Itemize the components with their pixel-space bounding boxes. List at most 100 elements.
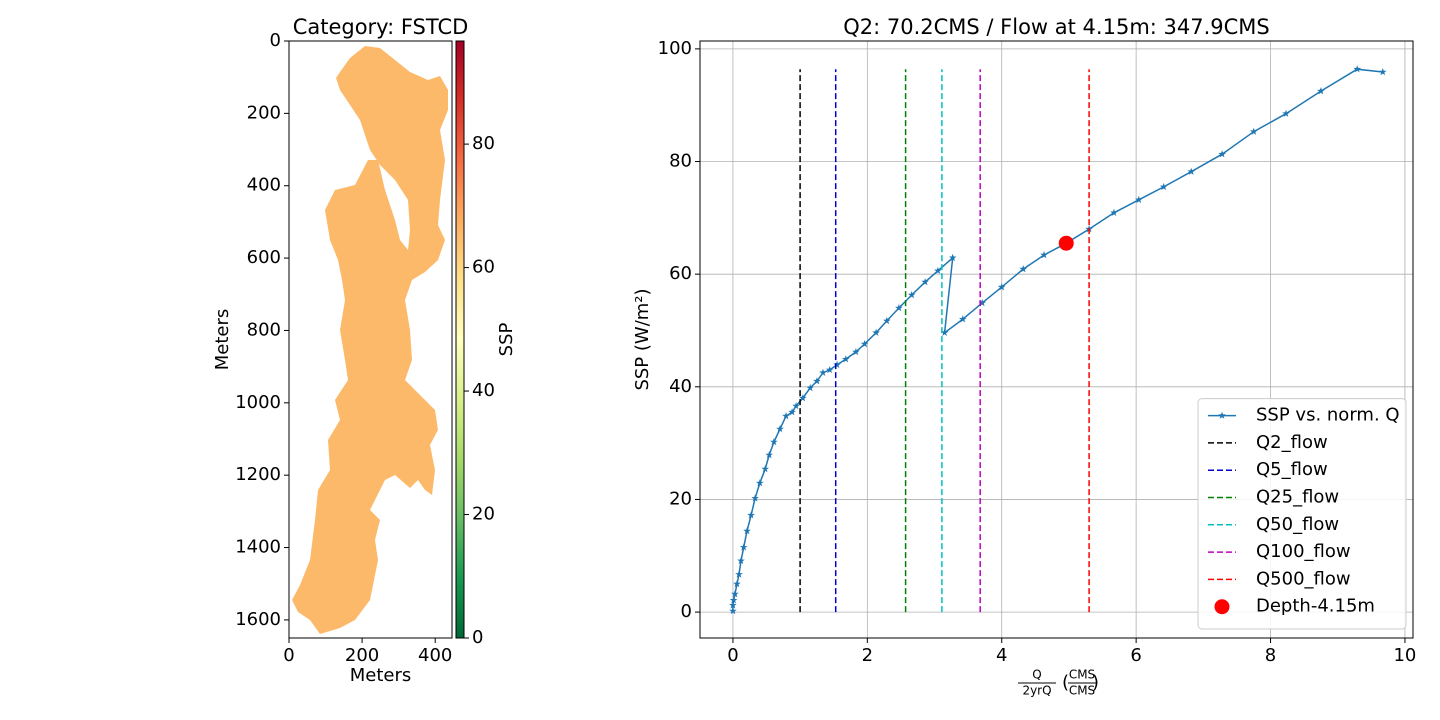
marker (1135, 195, 1143, 204)
marker (806, 383, 814, 392)
marker (1019, 265, 1027, 273)
marker (860, 340, 869, 348)
legend-box (1197, 398, 1407, 630)
x-label-numerator: Q (1032, 668, 1041, 682)
y-axis-label: Meters (212, 309, 233, 371)
marker (833, 360, 841, 369)
marker (842, 355, 850, 363)
x-label-unit-denominator: CMS (1069, 684, 1095, 698)
marker (792, 402, 800, 410)
legend-label: Q50_flow (1256, 514, 1339, 535)
x-tick-label: 4 (996, 645, 1007, 666)
legend-label: Q5_flow (1256, 459, 1328, 480)
y-tick-label: 1400 (235, 537, 281, 558)
marker (756, 479, 764, 487)
chart-title: Category: FSTCD (293, 15, 469, 39)
marker (1187, 167, 1195, 175)
marker (813, 377, 821, 385)
colorbar-tick-label: 0 (472, 627, 483, 648)
x-label-denominator: 2yrQ (1022, 684, 1051, 698)
marker (997, 283, 1006, 291)
point (1058, 235, 1074, 251)
legend-label: Depth-4.15m (1256, 596, 1375, 617)
marker (1282, 109, 1290, 117)
marker (788, 408, 796, 416)
marker (765, 451, 773, 459)
marker (895, 304, 903, 312)
x-tick-label: 2 (862, 645, 873, 666)
marker (1379, 68, 1387, 76)
marker (978, 298, 986, 307)
marker (799, 394, 807, 402)
marker (770, 438, 778, 446)
marker (743, 527, 751, 535)
x-tick-label: 0 (727, 645, 738, 666)
y-tick-label: 1200 (235, 464, 281, 485)
marker (852, 347, 860, 356)
legend-swatch (1214, 599, 1230, 615)
legend-label: Q500_flow (1256, 568, 1351, 589)
axes-frame (288, 40, 453, 639)
y-tick-label: 0 (681, 601, 692, 622)
marker (776, 425, 784, 433)
y-tick-label: 800 (247, 319, 281, 340)
marker (948, 253, 957, 262)
marker (872, 328, 880, 336)
y-tick-label: 40 (669, 376, 692, 397)
colorbar (455, 40, 465, 639)
legend-label: SSP vs. norm. Q (1256, 405, 1400, 426)
marker (761, 465, 769, 473)
marker (1317, 87, 1325, 95)
marker (907, 291, 916, 299)
y-tick-label: 80 (669, 151, 692, 172)
legend-label: Q100_flow (1256, 541, 1351, 562)
y-tick-label: 400 (247, 175, 281, 196)
y-tick-label: 200 (247, 102, 281, 123)
marker (739, 543, 748, 551)
marker (729, 596, 738, 604)
y-tick-label: 1600 (235, 609, 281, 630)
paren: ( (1062, 672, 1069, 693)
marker (735, 570, 743, 578)
marker (1110, 208, 1118, 216)
x-tick-label: 0 (283, 645, 294, 666)
colorbar-tick-label: 20 (472, 504, 495, 525)
y-tick-label: 600 (247, 247, 281, 268)
marker (819, 368, 827, 376)
marker (1353, 65, 1361, 73)
marker (1040, 251, 1048, 259)
marker (934, 266, 942, 274)
legend-label: Q2_flow (1256, 432, 1328, 453)
marker (1249, 127, 1258, 135)
colorbar-tick-label: 60 (472, 257, 495, 278)
x-tick-label: 400 (418, 645, 452, 666)
marker (731, 590, 739, 598)
marker (782, 412, 790, 420)
y-tick-label: 60 (669, 263, 692, 284)
y-tick-label: 0 (270, 30, 281, 51)
axes-frame (699, 40, 1414, 639)
y-tick-label: 100 (658, 38, 692, 59)
marker (825, 365, 834, 374)
marker (747, 511, 755, 519)
marker (729, 601, 737, 609)
x-tick-label: 10 (1393, 645, 1416, 666)
marker (751, 494, 759, 502)
marker (733, 579, 741, 588)
region (292, 46, 448, 634)
x-tick-label: 8 (1265, 645, 1276, 666)
marker (883, 316, 891, 325)
colorbar-tick-label: 40 (472, 380, 495, 401)
colorbar-tick-label: 80 (472, 133, 495, 154)
legend-marker (1218, 411, 1226, 419)
marker (940, 328, 949, 336)
marker (737, 556, 745, 565)
x-tick-label: 200 (345, 645, 379, 666)
x-label-unit-numerator: CMS (1069, 668, 1095, 682)
legend-label: Q25_flow (1256, 487, 1339, 508)
marker (959, 315, 967, 323)
marker (921, 278, 929, 286)
chart-title: Q2: 70.2CMS / Flow at 4.15m: 347.9CMS (843, 15, 1270, 39)
marker (1218, 150, 1226, 158)
